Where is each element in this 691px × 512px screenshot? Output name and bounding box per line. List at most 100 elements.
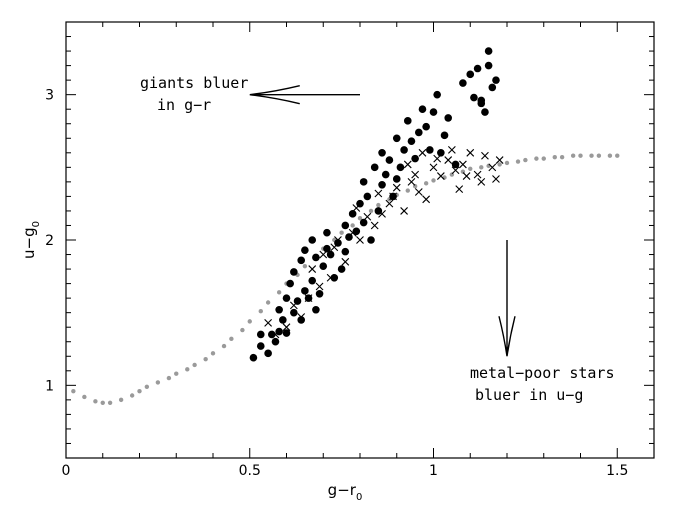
filled-circle-point — [264, 349, 272, 358]
cross-point — [356, 236, 364, 244]
locus-point — [210, 351, 216, 356]
filled-circle-point — [301, 246, 309, 254]
locus-point — [589, 153, 594, 158]
arrow-down-icon — [498, 240, 516, 357]
filled-circle-point — [297, 256, 306, 265]
locus-point — [82, 394, 87, 400]
filled-circle-point — [370, 163, 379, 172]
locus-point — [100, 400, 105, 405]
annotation-metal-poor-line1: metal−poor stars — [470, 364, 615, 382]
locus-point — [423, 181, 429, 186]
locus-point — [144, 384, 150, 389]
filled-circle-point — [385, 156, 394, 164]
locus-point — [155, 380, 161, 385]
cross-point — [492, 175, 500, 183]
cross-point — [264, 318, 273, 327]
locus-point — [71, 388, 76, 394]
cross-point — [444, 156, 453, 164]
filled-circle-point — [459, 79, 467, 87]
series-cross — [264, 146, 504, 339]
filled-circle-point — [282, 329, 291, 337]
cross-point — [304, 294, 313, 303]
locus-point — [615, 153, 620, 158]
x-axis-title: g−r0 — [328, 481, 363, 503]
filled-circle-point — [392, 134, 401, 143]
filled-circle-point — [323, 228, 331, 237]
x-tick-label: 1 — [429, 463, 438, 479]
cross-point — [429, 163, 438, 172]
filled-circle-point — [363, 192, 372, 201]
filled-circle-point — [415, 128, 423, 137]
locus-point — [137, 388, 142, 394]
x-axis-title-subscript: 0 — [356, 492, 362, 503]
filled-circle-point — [326, 250, 335, 259]
filled-circle-point — [473, 64, 482, 73]
locus-point — [497, 162, 502, 167]
y-tick-label: 3 — [45, 88, 54, 104]
filled-circle-point — [308, 236, 317, 244]
cross-point — [315, 282, 324, 291]
cross-point — [473, 170, 482, 179]
cross-point — [363, 212, 372, 221]
filled-circle-point — [433, 90, 441, 99]
filled-circle-point — [286, 279, 294, 288]
filled-circle-point — [422, 122, 430, 131]
cross-point — [334, 236, 342, 244]
filled-circle-point — [297, 316, 306, 324]
y-tick-label: 1 — [45, 378, 54, 394]
cross-point — [411, 170, 420, 179]
filled-circle-point — [477, 96, 486, 105]
cross-point — [282, 323, 291, 332]
cross-point — [407, 177, 416, 186]
filled-circle-point — [470, 93, 478, 102]
locus-point — [368, 208, 374, 214]
cross-point — [436, 172, 445, 180]
cross-point — [352, 204, 361, 212]
arrow-left-icon — [249, 84, 360, 105]
locus-point — [468, 166, 473, 171]
locus-point — [578, 153, 583, 158]
locus-point — [596, 153, 602, 158]
locus-point — [607, 153, 613, 158]
cross-point — [462, 172, 471, 180]
locus-point — [258, 309, 263, 314]
cross-point — [319, 250, 328, 259]
locus-point — [229, 336, 234, 342]
series-filled-circle — [249, 47, 500, 362]
filled-circle-point — [268, 330, 276, 339]
cross-point — [418, 148, 427, 157]
locus-point — [559, 154, 565, 160]
filled-circle-point — [378, 149, 386, 157]
locus-point — [247, 319, 252, 324]
locus-point — [431, 178, 436, 183]
y-tick-label: 2 — [45, 233, 54, 249]
locus-point — [479, 165, 484, 170]
cross-point — [400, 207, 408, 215]
filled-circle-point — [484, 61, 493, 70]
x-tick-label: 0.5 — [239, 463, 261, 479]
filled-circle-point — [418, 105, 427, 113]
locus-point — [376, 202, 381, 208]
filled-circle-point — [378, 180, 386, 189]
locus-point — [552, 154, 557, 160]
locus-point — [240, 327, 245, 333]
locus-point — [118, 397, 124, 403]
filled-circle-point — [301, 287, 309, 295]
cross-point — [481, 151, 489, 160]
ticks-layer — [65, 21, 655, 459]
filled-circle-point — [308, 276, 317, 285]
locus-point — [221, 343, 227, 349]
cross-point — [289, 301, 298, 310]
locus-point — [276, 290, 282, 295]
cross-point — [414, 188, 423, 196]
cross-point — [403, 160, 412, 169]
cross-point — [370, 221, 379, 230]
filled-circle-point — [411, 154, 419, 163]
cross-point — [495, 156, 504, 164]
locus-point — [515, 159, 521, 164]
filled-circle-point — [330, 273, 339, 282]
locus-point — [185, 367, 190, 372]
cross-point — [341, 257, 350, 266]
cross-point — [326, 273, 335, 282]
